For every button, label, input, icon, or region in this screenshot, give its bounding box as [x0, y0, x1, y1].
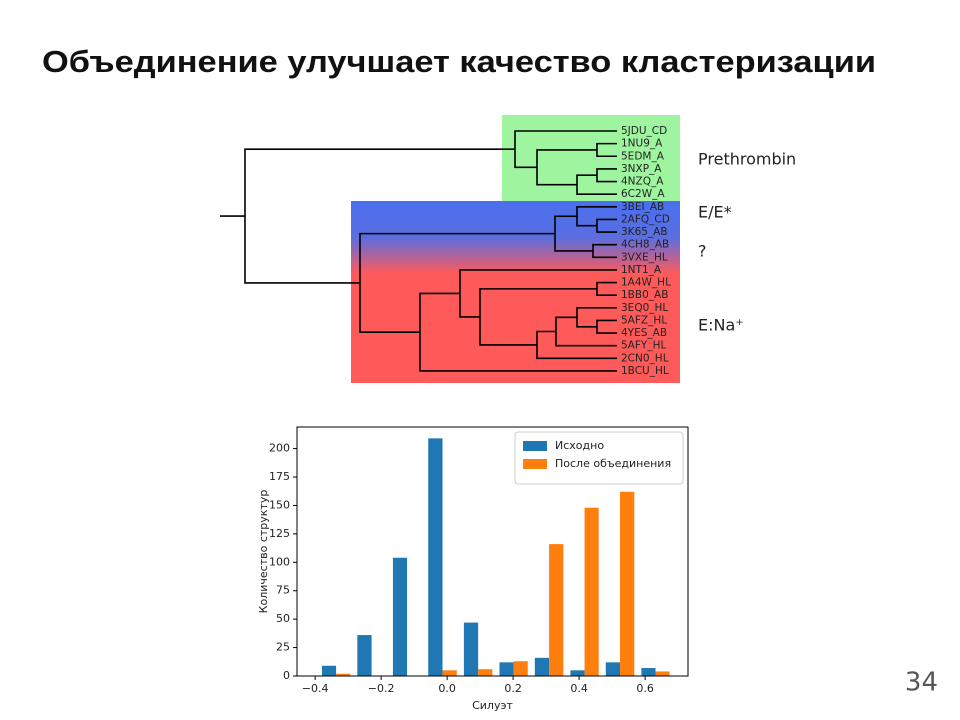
bar	[620, 491, 635, 676]
leaf-label: 3NXP_A	[621, 163, 662, 175]
leaf-label: 4NZQ_A	[621, 176, 664, 188]
bar	[641, 668, 656, 676]
group-label: Prethrombin	[698, 150, 796, 169]
x-tick-label: 0.4	[570, 682, 588, 695]
x-tick-label: −0.2	[368, 682, 395, 695]
group-label: E:Na⁺	[698, 316, 744, 335]
bar	[513, 661, 528, 676]
leaf-label: 4CH8_AB	[621, 239, 669, 251]
slide-title: Объединение улучшает качество кластериза…	[42, 44, 876, 79]
bar	[336, 673, 351, 676]
group-label: ?	[698, 242, 707, 261]
leaf-label: 5EDM_A	[621, 150, 665, 162]
group-label: E/E*	[698, 203, 732, 222]
x-tick-label: −0.4	[302, 682, 329, 695]
bar	[570, 670, 585, 676]
x-tick-label: 0.0	[438, 682, 456, 695]
leaf-label: 3VXE_HL	[621, 251, 668, 263]
bar	[534, 657, 550, 676]
y-tick-label: 175	[269, 470, 290, 483]
leaf-label: 3EQ0_HL	[621, 302, 668, 314]
y-tick-label: 125	[269, 527, 290, 540]
y-tick-label: 200	[269, 442, 290, 455]
leaf-label: 2CN0_HL	[621, 352, 669, 364]
bar	[442, 670, 457, 676]
y-axis-label: Количество структур	[257, 490, 270, 614]
bar	[392, 557, 408, 676]
legend-swatch	[523, 459, 547, 469]
plot-frame	[296, 426, 689, 677]
leaf-label: 1NT1_A	[621, 264, 662, 276]
x-axis-label: Силуэт	[472, 699, 513, 712]
bar	[321, 665, 337, 676]
leaf-label: 1BB0_AB	[621, 289, 668, 301]
page-number: 34	[905, 668, 938, 698]
y-tick-label: 50	[276, 612, 290, 625]
leaf-label: 3BEI_AB	[621, 201, 664, 213]
leaf-label: 1A4W_HL	[621, 277, 671, 289]
bar	[655, 671, 670, 676]
thrombin-bg	[351, 201, 680, 383]
bar	[428, 438, 443, 676]
leaf-label: 2AFQ_CD	[621, 213, 670, 225]
bar	[478, 669, 493, 676]
bar	[584, 507, 599, 676]
leaf-label: 5AFY_HL	[621, 340, 666, 352]
bar	[463, 622, 479, 676]
leaf-label: 6C2W_A	[621, 188, 665, 200]
x-tick-label: 0.2	[504, 682, 522, 695]
legend-swatch	[523, 441, 547, 451]
leaf-label: 1BCU_HL	[621, 365, 669, 377]
leaf-label: 5AFZ_HL	[621, 314, 667, 326]
legend-label: После объединения	[555, 457, 671, 470]
legend-box	[514, 431, 684, 485]
y-tick-label: 150	[269, 498, 290, 511]
y-tick-label: 25	[276, 641, 290, 654]
bar	[605, 662, 621, 676]
leaf-label: 5JDU_CD	[621, 125, 667, 137]
dendrogram-tree	[220, 130, 617, 372]
x-tick-label: 0.6	[636, 682, 654, 695]
y-tick-label: 75	[276, 584, 290, 597]
leaf-label: 3K65_AB	[621, 226, 668, 238]
bar	[549, 544, 564, 676]
leaf-label: 1NU9_A	[621, 138, 663, 150]
bar	[499, 662, 514, 676]
y-tick-label: 0	[283, 669, 290, 682]
leaf-label: 4YES_AB	[621, 327, 667, 339]
y-tick-label: 100	[269, 555, 290, 568]
prethrombin-bg	[502, 115, 680, 201]
bar	[357, 635, 372, 676]
legend-label: Исходно	[555, 439, 604, 452]
